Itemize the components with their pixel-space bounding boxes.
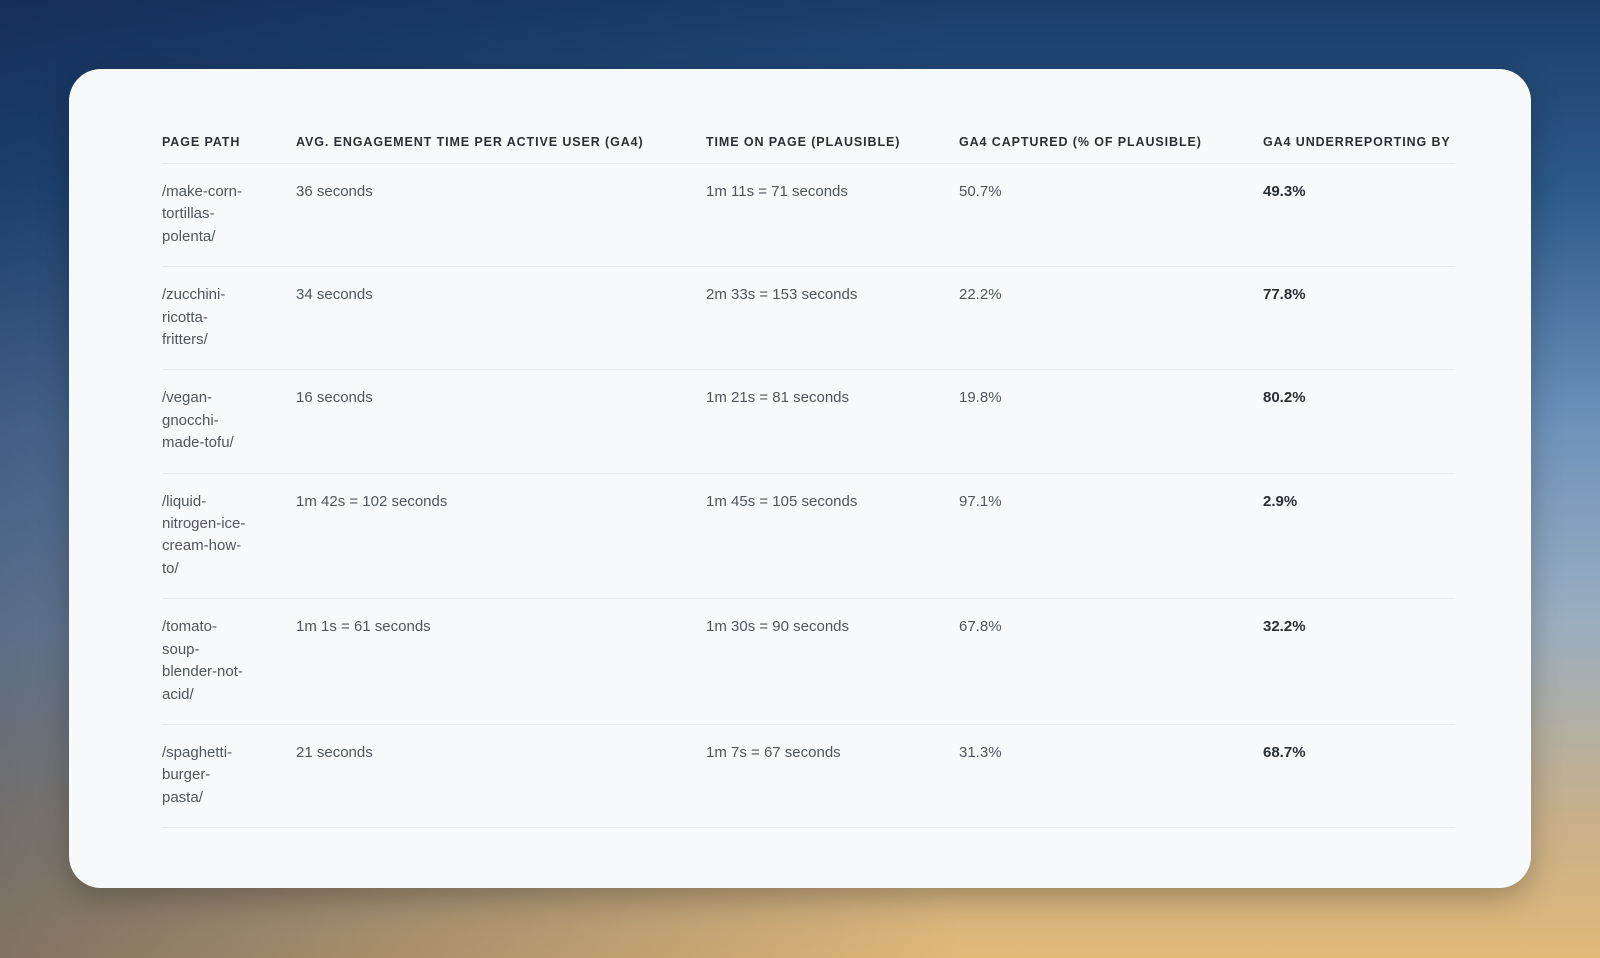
cell-ga4-underreporting: 77.8% (1263, 286, 1306, 304)
header-ga4-underreporting: GA4 UNDERREPORTING BY (1263, 135, 1451, 149)
cell-page-path: /vegan-gnocchi-made-tofu/ (162, 370, 296, 473)
cell-page-path: /make-corn-tortillas-polenta/ (162, 164, 296, 267)
table-row: /make-corn-tortillas-polenta/36 seconds 1… (162, 164, 1455, 267)
page-path-text: /spaghetti-burger-pasta/ (162, 743, 233, 806)
cell-ga4-engagement: 16 seconds (296, 389, 373, 407)
cell-plausible-time: 1m 30s = 90 seconds (706, 618, 850, 636)
cell-ga4-underreporting: 49.3% (1263, 183, 1306, 200)
table-row: /vegan-gnocchi-made-tofu/16 seconds 1m 21… (162, 370, 1455, 474)
cell-ga4-captured: 19.8% (959, 389, 1002, 407)
table-row: /spaghetti-burger-pasta/21 seconds 1m 7s … (162, 724, 1455, 828)
header-plausible-time: TIME ON PAGE (PLAUSIBLE) (706, 135, 901, 149)
page-path-text: /vegan-gnocchi-made-tofu/ (162, 389, 234, 452)
cell-ga4-engagement: 1m 1s = 61 seconds (296, 618, 431, 636)
cell-plausible-time: 1m 11s = 71 seconds (706, 183, 848, 200)
table-row: /tomato-soup-blender-not-acid/1m 1s = 61… (162, 599, 1455, 725)
cell-page-path: /liquid-nitrogen-ice-cream-how-to/ (162, 473, 296, 599)
page-path-text: /tomato-soup-blender-not-acid/ (162, 618, 243, 703)
table-row: /zucchini-ricotta-fritters/34 seconds 2m … (162, 267, 1455, 370)
table-header-row: PAGE PATH AVG. ENGAGEMENT TIME PER ACTIV… (162, 129, 1455, 164)
table-row: /liquid-nitrogen-ice-cream-how-to/1m 42s… (162, 473, 1455, 599)
header-ga4-engagement: AVG. ENGAGEMENT TIME PER ACTIVE USER (GA… (296, 135, 644, 149)
cell-ga4-underreporting: 68.7% (1263, 743, 1306, 761)
cell-ga4-captured: 22.2% (959, 286, 1002, 304)
page-path-text: /make-corn-tortillas-polenta/ (162, 183, 243, 245)
cell-plausible-time: 1m 21s = 81 seconds (706, 389, 850, 407)
cell-ga4-engagement: 1m 42s = 102 seconds (296, 492, 448, 510)
header-ga4-captured: GA4 CAPTURED (% OF PLAUSIBLE) (959, 135, 1202, 149)
cell-ga4-captured: 97.1% (959, 492, 1002, 510)
cell-page-path: /spaghetti-burger-pasta/ (162, 724, 296, 827)
cell-ga4-underreporting: 2.9% (1263, 492, 1298, 510)
cell-page-path: /zucchini-ricotta-fritters/ (162, 267, 296, 370)
cell-ga4-engagement: 34 seconds (296, 286, 373, 304)
cell-plausible-time: 1m 45s = 105 seconds (706, 492, 858, 510)
page-path-text: /liquid-nitrogen-ice-cream-how-to/ (162, 492, 246, 577)
engagement-comparison-table: PAGE PATH AVG. ENGAGEMENT TIME PER ACTIV… (162, 129, 1455, 828)
cell-ga4-engagement: 36 seconds (296, 183, 373, 200)
header-page-path: PAGE PATH (162, 135, 241, 149)
cell-ga4-engagement: 21 seconds (296, 743, 373, 761)
cell-page-path: /tomato-soup-blender-not-acid/ (162, 599, 296, 725)
cell-ga4-captured: 50.7% (959, 183, 1002, 200)
page-path-text: /zucchini-ricotta-fritters/ (162, 286, 226, 349)
cell-ga4-captured: 67.8% (959, 618, 1002, 636)
table-card: PAGE PATH AVG. ENGAGEMENT TIME PER ACTIV… (69, 69, 1531, 888)
cell-plausible-time: 1m 7s = 67 seconds (706, 743, 841, 761)
cell-ga4-captured: 31.3% (959, 743, 1002, 761)
cell-plausible-time: 2m 33s = 153 seconds (706, 286, 858, 304)
cell-ga4-underreporting: 32.2% (1263, 618, 1306, 636)
cell-ga4-underreporting: 80.2% (1263, 389, 1306, 407)
